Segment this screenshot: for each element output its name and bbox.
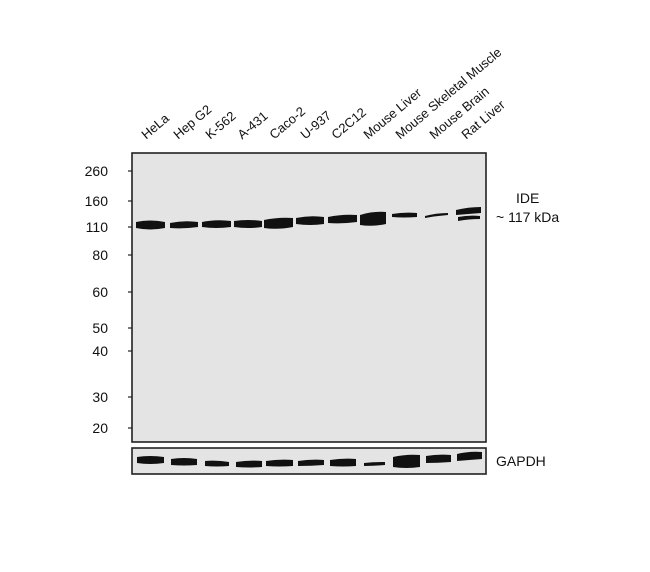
ide-band-c2c12 (328, 214, 357, 224)
mw-marker-30: 30 (92, 389, 108, 405)
ide-band-rat-liver-lower (458, 215, 480, 221)
loading-control-label: GAPDH (496, 453, 546, 469)
mw-marker-60: 60 (92, 284, 108, 300)
gapdh-band-mouse-brain (426, 454, 451, 463)
ide-membrane (131, 152, 487, 443)
target-size-label: ~ 117 kDa (496, 209, 560, 225)
marker-ticks (128, 170, 132, 429)
gapdh-band-caco2 (266, 459, 293, 467)
gapdh-band-mouse-liver (364, 462, 385, 466)
mw-marker-110: 110 (85, 219, 108, 235)
ide-band-mouse-brain (425, 213, 448, 218)
ide-band-k562 (202, 220, 231, 228)
mw-marker-40: 40 (92, 343, 108, 359)
gapdh-bands (137, 451, 482, 468)
ide-band-mouse-skeletal-muscle (392, 212, 417, 218)
mw-marker-80: 80 (92, 247, 108, 263)
mw-marker-160: 160 (84, 193, 108, 209)
ide-band-hepg2 (170, 221, 198, 229)
mw-marker-20: 20 (92, 420, 108, 436)
ide-band-mouse-liver (360, 211, 386, 226)
target-name-label: IDE (516, 190, 540, 206)
ide-band-hela (136, 220, 165, 230)
gapdh-band-mouse-skeletal-muscle (393, 454, 420, 468)
gapdh-band-hepg2 (171, 458, 197, 466)
mw-marker-50: 50 (92, 320, 108, 336)
gapdh-band-a431 (236, 460, 262, 468)
gapdh-band-c2c12 (330, 458, 356, 467)
mw-marker-260: 260 (84, 163, 108, 179)
gapdh-band-u937 (298, 459, 324, 466)
ide-band-a431 (234, 220, 262, 228)
gapdh-band-k562 (205, 460, 229, 467)
ide-band-u937 (296, 216, 324, 225)
ide-band-caco2 (264, 217, 293, 229)
ide-bands (136, 207, 481, 230)
gapdh-band-rat-liver (457, 451, 482, 461)
ide-band-rat-liver (456, 207, 481, 215)
gapdh-band-hela (137, 456, 164, 464)
